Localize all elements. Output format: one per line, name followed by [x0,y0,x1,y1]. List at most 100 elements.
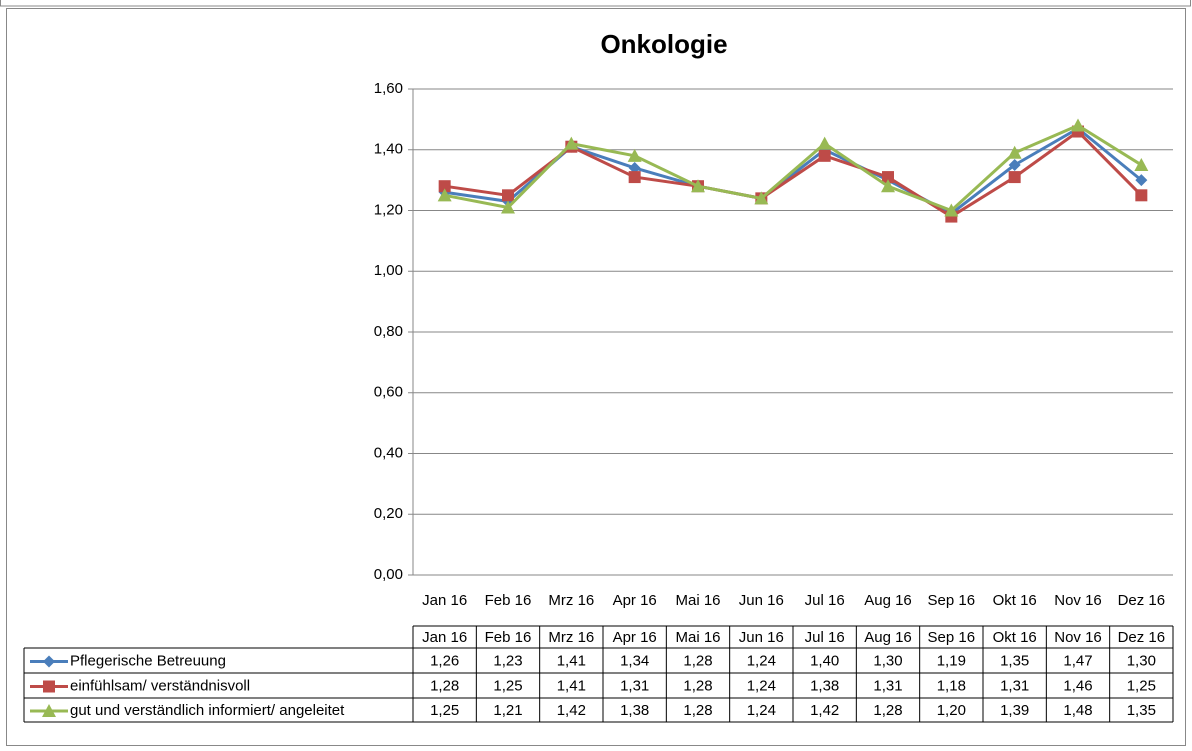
marker [438,180,451,193]
y-tick-label: 0,00 [374,566,403,583]
x-tick-label: Jun 16 [739,592,784,609]
chart-title: Onkologie [600,29,727,59]
table-header: Jun 16 [739,629,784,646]
marker [882,171,894,184]
legend-label: gut und verständlich informiert/ angelei… [70,702,345,719]
marker [501,200,515,214]
table-header: Apr 16 [613,629,657,646]
marker [627,148,642,162]
table-value: 1,24 [747,702,776,719]
frame-top [0,0,1191,7]
legend-label: einfühlsam/ verständnisvoll [70,677,250,694]
x-tick-label: Jul 16 [805,592,845,609]
table-header: Mrz 16 [548,629,594,646]
table-value: 1,28 [430,677,459,694]
y-tick-label: 1,20 [374,201,403,218]
x-tick-label: Feb 16 [485,592,532,609]
x-tick-label: Jan 16 [422,592,467,609]
marker [1007,145,1022,159]
table-value: 1,42 [557,702,586,719]
y-tick-label: 0,40 [374,444,403,461]
table-value: 1,47 [1063,652,1092,669]
table-value: 1,21 [493,702,522,719]
table-header: Jan 16 [422,629,467,646]
x-tick-label: Apr 16 [613,592,657,609]
y-tick-label: 1,60 [374,80,403,97]
table-value: 1,30 [873,652,902,669]
table-value: 1,31 [620,677,649,694]
legend-label: Pflegerische Betreuung [70,652,226,669]
table-value: 1,28 [683,677,712,694]
table-value: 1,41 [557,652,586,669]
table-value: 1,34 [620,652,649,669]
x-tick-label: Mrz 16 [548,592,594,609]
table-value: 1,42 [810,702,839,719]
x-tick-label: Dez 16 [1118,592,1166,609]
marker [1008,158,1021,171]
series-line [444,123,1143,213]
table-value: 1,23 [493,652,522,669]
marker [818,149,831,162]
table-value: 1,39 [1000,702,1029,719]
table-value: 1,28 [683,652,712,669]
y-tick-label: 1,00 [374,262,403,279]
table-header: Feb 16 [485,629,532,646]
marker [628,171,641,184]
marker [564,136,579,150]
table-header: Okt 16 [993,629,1037,646]
table-header: Sep 16 [928,629,976,646]
table-value: 1,38 [620,702,649,719]
x-tick-label: Aug 16 [864,592,912,609]
marker [1134,157,1149,171]
marker [944,203,959,217]
y-tick-label: 0,20 [374,505,403,522]
table-header: Nov 16 [1054,629,1102,646]
table-value: 1,35 [1127,702,1156,719]
chart-frame [6,8,1186,746]
table-value: 1,20 [937,702,966,719]
table-value: 1,25 [430,702,459,719]
table-value: 1,48 [1063,702,1092,719]
x-tick-label: Nov 16 [1054,592,1102,609]
marker [1135,189,1148,202]
table-value: 1,19 [937,652,966,669]
table-value: 1,26 [430,652,459,669]
table-value: 1,35 [1000,652,1029,669]
legend-marker [43,655,55,668]
marker [754,191,769,205]
marker [1135,174,1148,187]
marker [1072,125,1084,138]
table-value: 1,25 [493,677,522,694]
table-value: 1,46 [1063,677,1092,694]
table-value: 1,28 [873,702,902,719]
table-header: Jul 16 [805,629,845,646]
marker [881,179,895,193]
table-value: 1,24 [747,652,776,669]
table-value: 1,38 [810,677,839,694]
marker [1008,171,1021,184]
marker [817,136,832,150]
x-tick-label: Okt 16 [993,592,1037,609]
table-header: Aug 16 [864,629,912,646]
legend-marker [42,704,56,717]
table-value: 1,24 [747,677,776,694]
y-tick-label: 0,80 [374,323,403,340]
table-value: 1,28 [683,702,712,719]
marker [437,188,452,202]
table-value: 1,41 [557,677,586,694]
table-value: 1,31 [873,677,902,694]
y-tick-label: 0,60 [374,384,403,401]
marker [628,161,641,174]
x-tick-label: Mai 16 [675,592,720,609]
x-tick-label: Sep 16 [928,592,976,609]
table-header: Dez 16 [1118,629,1166,646]
marker [1071,118,1085,132]
marker [502,189,514,202]
legend-marker [43,680,55,693]
y-tick-label: 1,40 [374,141,403,158]
table-value: 1,30 [1127,652,1156,669]
marker [691,179,705,193]
table-value: 1,40 [810,652,839,669]
table-header: Mai 16 [675,629,720,646]
